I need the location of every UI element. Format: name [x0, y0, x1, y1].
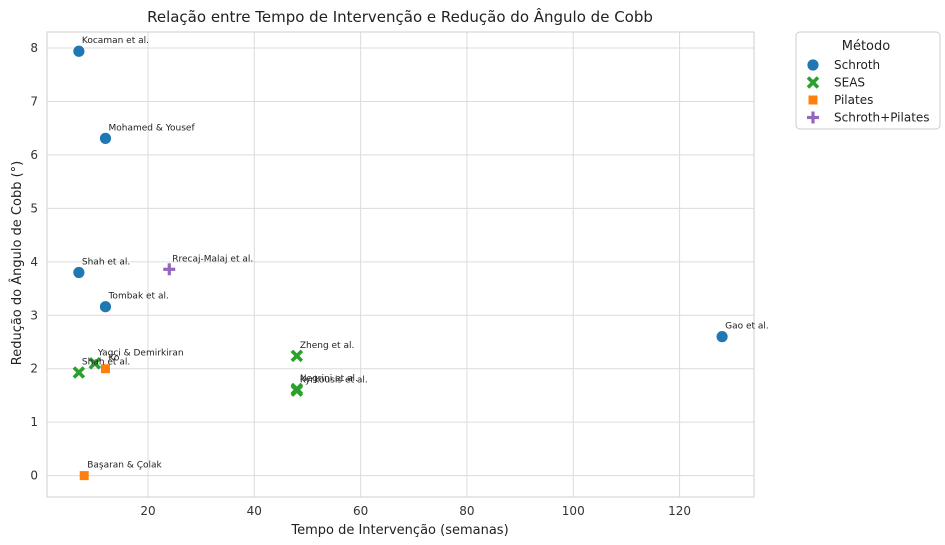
- point-annotation: Rrecaj-Malaj et al.: [172, 254, 253, 264]
- x-tick-label: 120: [668, 504, 691, 518]
- legend-marker: [806, 58, 820, 72]
- legend-items: Schroth SEAS Pilates Schroth+Pilates: [806, 58, 930, 125]
- y-tick-label: 3: [30, 308, 38, 322]
- data-point: [72, 366, 86, 379]
- chart-title: Relação entre Tempo de Intervenção e Red…: [147, 7, 653, 26]
- point-annotation: Tombak et al.: [107, 292, 168, 302]
- legend: Método Schroth SEAS Pilates Schroth+Pilates: [795, 31, 941, 130]
- data-point: [715, 330, 729, 344]
- point-annotation: Zheng et al.: [300, 341, 355, 351]
- point-annotation: Yagci & Demirkiran: [97, 348, 184, 358]
- data-point-stroke: [88, 357, 102, 370]
- point-annotation: Mohamed & Yousef: [108, 123, 195, 133]
- legend-label: Pilates: [834, 93, 873, 107]
- legend-label: Schroth: [834, 58, 880, 72]
- data-point: [72, 44, 86, 58]
- legend-title: Método: [842, 39, 891, 54]
- data-point: [88, 357, 102, 370]
- legend-marker: [808, 95, 818, 105]
- grid-layer: [47, 32, 754, 497]
- point-annotation: Ko: [108, 354, 119, 364]
- data-point-stroke: [72, 366, 86, 379]
- y-tick-label: 2: [30, 362, 38, 376]
- point-annotation: Başaran & Çolak: [87, 461, 162, 471]
- y-tick-label: 8: [30, 41, 38, 55]
- point-annotation: Negrini et al.: [300, 374, 358, 384]
- x-tick-label: 20: [140, 504, 155, 518]
- legend-entry: Pilates: [808, 93, 873, 107]
- y-tick-label: 0: [30, 469, 38, 483]
- y-axis-label: Redução do Ângulo de Cobb (°): [9, 161, 25, 366]
- point-annotation: Shah et al.: [82, 258, 130, 268]
- legend-entry: Schroth: [806, 58, 880, 72]
- legend-label: Schroth+Pilates: [834, 111, 930, 125]
- point-annotation: Kyrkousis et al.: [300, 376, 368, 386]
- y-tick-label: 6: [30, 148, 38, 162]
- y-tick-label: 5: [30, 201, 38, 215]
- data-point: [99, 300, 112, 314]
- data-point: [163, 263, 176, 276]
- ticks-layer: 20 40 60 80 100 120 0 1 2 3 4 5 6 7 8: [30, 41, 691, 518]
- data-point-stroke: [290, 349, 304, 363]
- x-tick-label: 100: [562, 504, 585, 518]
- data-point: [99, 131, 112, 145]
- y-tick-label: 4: [30, 255, 38, 269]
- legend-entry: SEAS: [806, 76, 865, 90]
- data-point-stroke: [290, 384, 304, 397]
- y-tick-label: 7: [30, 94, 38, 108]
- point-annotation: Kocaman et al.: [82, 36, 149, 46]
- legend-marker: [807, 111, 819, 124]
- points-layer: [72, 44, 729, 481]
- legend-box: [795, 31, 941, 130]
- point-annotation: Shah et al.: [82, 357, 130, 367]
- plot-frame: [46, 31, 755, 498]
- data-point: [100, 364, 110, 374]
- legend-marker-stroke: [806, 76, 820, 89]
- annotations-layer: Kocaman et al. Mohamed & Yousef Shah et al…: [82, 36, 769, 470]
- data-point: [79, 471, 89, 481]
- legend-label: SEAS: [834, 76, 865, 90]
- point-annotation: Gao et al.: [725, 322, 769, 332]
- data-point: [290, 384, 304, 397]
- x-tick-label: 40: [247, 504, 262, 518]
- data-point: [290, 349, 304, 363]
- x-tick-label: 60: [353, 504, 368, 518]
- legend-marker: [806, 76, 820, 89]
- data-point: [72, 266, 86, 279]
- x-axis-label: Tempo de Intervenção (semanas): [290, 523, 508, 538]
- legend-entry: Schroth+Pilates: [807, 111, 930, 125]
- x-tick-label: 80: [459, 504, 474, 518]
- y-tick-label: 1: [30, 415, 38, 429]
